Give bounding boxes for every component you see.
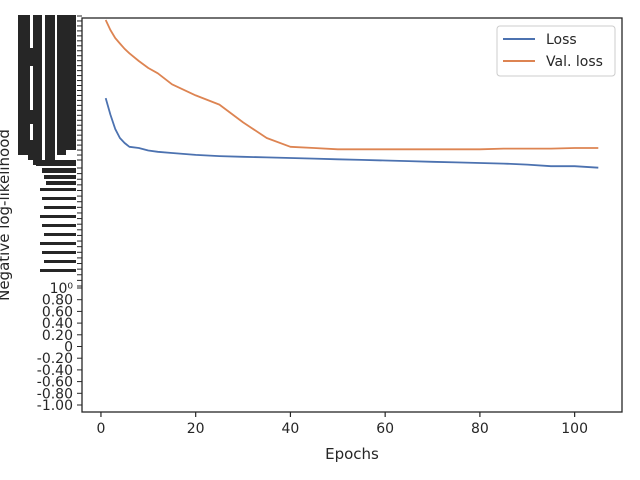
y-tick-label: 0: [64, 340, 73, 356]
legend: Loss Val. loss: [496, 25, 616, 77]
overlapping-tick-labels: [40, 215, 76, 218]
overlapping-tick-labels: [42, 168, 76, 173]
overlapping-tick-labels: [40, 188, 76, 191]
y-tick-label: -1.00: [37, 398, 73, 414]
overlapping-tick-labels: [46, 181, 76, 185]
overlapping-tick-labels: [44, 206, 76, 209]
overlapping-tick-labels: [44, 233, 76, 236]
x-axis-label: Epochs: [325, 445, 379, 463]
series-line-loss: [104, 97, 599, 169]
overlapping-tick-labels: [42, 197, 76, 200]
overlapping-tick-labels: [44, 175, 76, 179]
overlapping-tick-labels: [44, 260, 76, 263]
x-tick-label: 0: [96, 421, 105, 437]
overlapping-tick-labels: [42, 251, 76, 254]
y-tick-label: 0.80: [42, 293, 73, 309]
legend-label-loss: Loss: [546, 32, 577, 48]
legend-label-val-loss: Val. loss: [546, 54, 603, 70]
y-tick-label: -0.80: [37, 386, 73, 402]
overlapping-tick-labels: [36, 160, 76, 166]
overlapping-tick-labels: [42, 224, 76, 227]
overlapping-tick-labels: [28, 140, 42, 160]
overlapping-tick-labels: [20, 110, 36, 124]
overlapping-tick-labels: [45, 15, 55, 160]
y-tick-label: 0.60: [42, 304, 73, 320]
x-tick-label: 60: [376, 421, 394, 437]
y-axis-label: Negative log-likelihood: [0, 129, 13, 301]
y-tick-label: 0.40: [42, 316, 73, 332]
y-tick-label: -0.60: [37, 375, 73, 391]
series-lines: [104, 19, 599, 169]
overlapping-tick-labels: [18, 15, 30, 155]
overlapping-tick-labels: [57, 15, 66, 155]
overlapping-tick-labels: [40, 269, 76, 272]
x-tick-label: 20: [187, 421, 205, 437]
y-tick-label: 10⁰: [50, 281, 74, 297]
y-tick-label: -0.40: [37, 363, 73, 379]
y-tick-label: -0.20: [37, 351, 73, 367]
plot-frame: [81, 17, 623, 413]
series-line-val-loss: [104, 19, 599, 151]
overlapping-tick-labels: [40, 242, 76, 245]
overlapping-tick-labels: [22, 48, 40, 66]
overlapping-tick-labels: [66, 15, 76, 150]
overlapping-tick-labels: [33, 15, 42, 165]
y-tick-label: 0.20: [42, 328, 73, 344]
x-tick-label: 100: [561, 421, 588, 437]
y-axis-ticks: 10⁰0.800.600.400.200-0.20-0.40-0.60-0.80…: [18, 15, 82, 414]
x-tick-label: 80: [471, 421, 489, 437]
x-tick-label: 40: [282, 421, 300, 437]
x-axis-ticks: 0 20 40 60 80 100: [96, 412, 588, 437]
